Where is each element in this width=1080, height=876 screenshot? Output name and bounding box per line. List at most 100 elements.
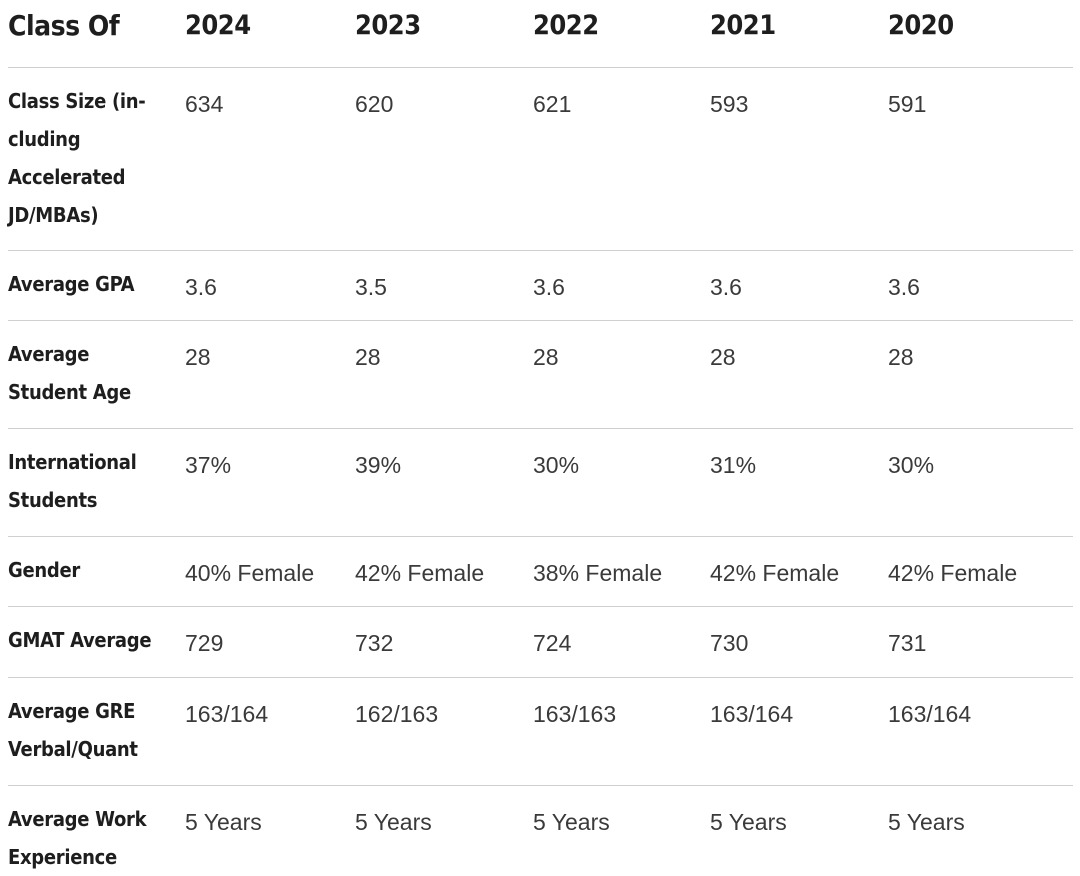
cell-class-size-2022: 621	[533, 67, 710, 251]
cell-gender-2022: 38% Female	[533, 536, 710, 607]
cell-gre-2022: 163/163	[533, 677, 710, 786]
cell-gre-2024: 163/164	[185, 677, 355, 786]
cell-value: 37%	[185, 451, 232, 478]
row-label-text: Class Size (in-cluding Accelerated JD/MB…	[8, 88, 146, 227]
cell-value: 5 Years	[185, 808, 262, 835]
cell-class-size-2024: 634	[185, 67, 355, 251]
cell-work-experience-2020: 5 Years	[888, 785, 1073, 876]
row-label-gmat-average: GMAT Average	[8, 606, 185, 678]
cell-work-experience-2023: 5 Years	[355, 785, 533, 876]
header-year-2021: 2021	[710, 0, 888, 68]
cell-class-size-2021: 593	[710, 67, 888, 251]
row-label-text: GMAT Average	[8, 627, 152, 652]
row-label-class-size: Class Size (in-cluding Accelerated JD/MB…	[8, 67, 185, 251]
cell-age-2024: 28	[185, 320, 355, 429]
cell-value: 40% Female	[185, 559, 315, 586]
cell-value: 591	[888, 90, 927, 117]
cell-value: 3.6	[710, 273, 742, 300]
cell-gpa-2022: 3.6	[533, 250, 710, 321]
cell-gpa-2024: 3.6	[185, 250, 355, 321]
cell-gpa-2023: 3.5	[355, 250, 533, 321]
cell-gmat-2021: 730	[710, 606, 888, 678]
header-year-2024: 2024	[185, 0, 355, 68]
cell-value: 634	[185, 90, 224, 117]
cell-gmat-2024: 729	[185, 606, 355, 678]
cell-gmat-2023: 732	[355, 606, 533, 678]
header-year-2022: 2022	[533, 0, 710, 68]
cell-gender-2023: 42% Female	[355, 536, 533, 607]
row-label-text: International Students	[8, 449, 137, 512]
row-label-average-work-experience: Average Work Experience	[8, 785, 185, 876]
cell-value: 730	[710, 629, 749, 656]
cell-value: 163/164	[888, 700, 972, 727]
cell-value: 593	[710, 90, 749, 117]
cell-gre-2020: 163/164	[888, 677, 1073, 786]
row-label-text: Average Student Age	[8, 341, 131, 404]
class-profile-table: Class Of 2024 2023 2022 2021 2020 Class …	[8, 0, 1073, 876]
table-header: Class Of 2024 2023 2022 2021 2020	[8, 0, 1073, 68]
table-row: Average GPA 3.6 3.5 3.6 3.6 3.6	[8, 250, 1073, 321]
cell-value: 28	[710, 343, 736, 370]
header-row: Class Of 2024 2023 2022 2021 2020	[8, 0, 1073, 68]
cell-value: 28	[533, 343, 559, 370]
cell-value: 731	[888, 629, 927, 656]
row-label-international-students: International Students	[8, 428, 185, 537]
table-row: GMAT Average 729 732 724 730 731	[8, 606, 1073, 678]
header-class-of: Class Of	[8, 0, 185, 68]
cell-value: 162/163	[355, 700, 439, 727]
cell-class-size-2023: 620	[355, 67, 533, 251]
cell-value: 729	[185, 629, 224, 656]
cell-value: 724	[533, 629, 572, 656]
row-label-text: Gender	[8, 557, 80, 582]
table-row: Average Student Age 28 28 28 28 28	[8, 320, 1073, 429]
cell-value: 163/164	[185, 700, 269, 727]
cell-value: 42% Female	[710, 559, 840, 586]
cell-value: 38% Female	[533, 559, 663, 586]
cell-international-2020: 30%	[888, 428, 1073, 537]
header-year-2020: 2020	[888, 0, 1073, 68]
cell-gmat-2020: 731	[888, 606, 1073, 678]
cell-value: 28	[185, 343, 211, 370]
cell-age-2021: 28	[710, 320, 888, 429]
cell-work-experience-2022: 5 Years	[533, 785, 710, 876]
table-row: Class Size (in-cluding Accelerated JD/MB…	[8, 67, 1073, 251]
cell-class-size-2020: 591	[888, 67, 1073, 251]
cell-gpa-2021: 3.6	[710, 250, 888, 321]
cell-gmat-2022: 724	[533, 606, 710, 678]
table-body: Class Size (in-cluding Accelerated JD/MB…	[8, 67, 1073, 876]
cell-value: 42% Female	[355, 559, 485, 586]
cell-work-experience-2024: 5 Years	[185, 785, 355, 876]
cell-international-2023: 39%	[355, 428, 533, 537]
cell-value: 5 Years	[533, 808, 610, 835]
table-row: Average Work Experience 5 Years 5 Years …	[8, 785, 1073, 876]
row-label-text: Average Work Experience	[8, 806, 147, 869]
cell-value: 732	[355, 629, 394, 656]
cell-value: 5 Years	[710, 808, 787, 835]
cell-gre-2021: 163/164	[710, 677, 888, 786]
row-label-average-student-age: Average Student Age	[8, 320, 185, 429]
cell-value: 31%	[710, 451, 757, 478]
cell-gre-2023: 162/163	[355, 677, 533, 786]
header-year-2023: 2023	[355, 0, 533, 68]
cell-age-2023: 28	[355, 320, 533, 429]
cell-value: 5 Years	[355, 808, 432, 835]
cell-value: 42% Female	[888, 559, 1018, 586]
cell-value: 30%	[888, 451, 935, 478]
cell-work-experience-2021: 5 Years	[710, 785, 888, 876]
cell-value: 28	[888, 343, 914, 370]
table-row: Gender 40% Female 42% Female 38% Female …	[8, 536, 1073, 607]
table-row: Average GRE Verbal/Quant 163/164 162/163…	[8, 677, 1073, 786]
row-label-gender: Gender	[8, 536, 185, 607]
row-label-text: Average GRE Verbal/Quant	[8, 698, 138, 761]
table-row: International Students 37% 39% 30% 31% 3…	[8, 428, 1073, 537]
cell-gpa-2020: 3.6	[888, 250, 1073, 321]
cell-gender-2021: 42% Female	[710, 536, 888, 607]
cell-value: 3.6	[888, 273, 920, 300]
cell-value: 3.5	[355, 273, 387, 300]
cell-value: 5 Years	[888, 808, 965, 835]
cell-value: 3.6	[185, 273, 217, 300]
row-label-average-gpa: Average GPA	[8, 250, 185, 321]
cell-international-2022: 30%	[533, 428, 710, 537]
cell-value: 620	[355, 90, 394, 117]
cell-age-2020: 28	[888, 320, 1073, 429]
